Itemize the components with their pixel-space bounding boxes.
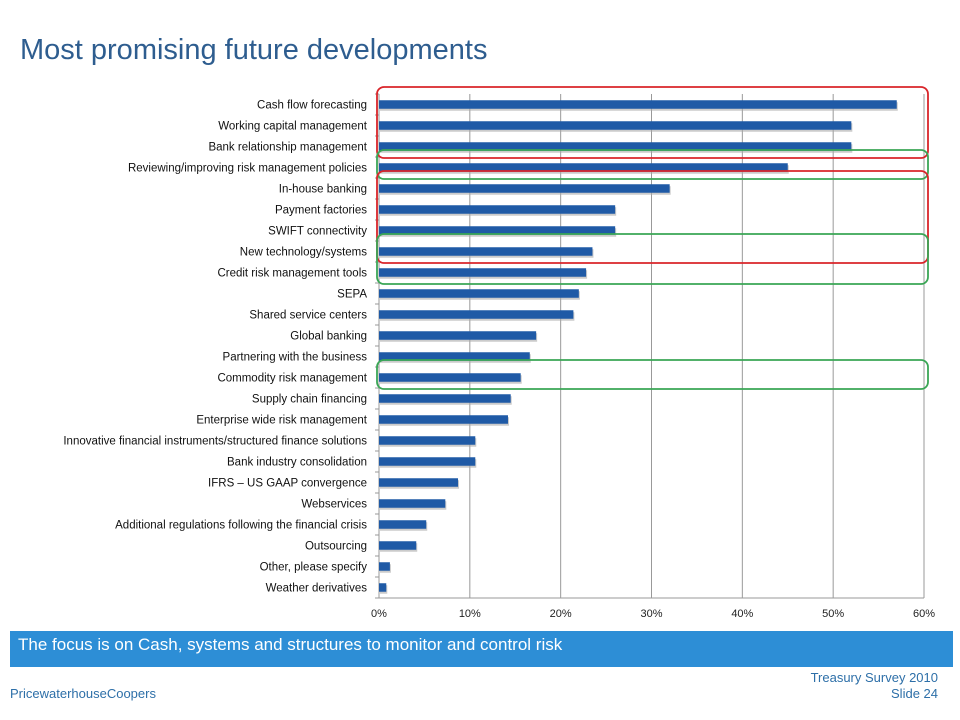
company-name: PricewaterhouseCoopers bbox=[10, 686, 156, 701]
bar bbox=[379, 415, 508, 424]
bar bbox=[379, 121, 852, 130]
x-tick-label: 40% bbox=[731, 608, 753, 620]
slide-number: Slide 24 bbox=[891, 686, 938, 701]
green-highlight-box bbox=[376, 149, 929, 180]
category-label: Bank relationship management bbox=[208, 142, 367, 154]
category-label: Enterprise wide risk management bbox=[196, 415, 367, 427]
conclusion-banner: The focus is on Cash, systems and struct… bbox=[10, 631, 953, 667]
category-label: Reviewing/improving risk management poli… bbox=[128, 163, 367, 175]
category-label: Bank industry consolidation bbox=[227, 457, 367, 469]
bar bbox=[379, 478, 459, 487]
category-label: Outsourcing bbox=[305, 541, 367, 553]
bar bbox=[379, 100, 897, 109]
category-label: Credit risk management tools bbox=[217, 268, 367, 280]
bar bbox=[379, 310, 574, 319]
category-label: New technology/systems bbox=[240, 247, 367, 259]
bar bbox=[379, 520, 427, 529]
bar bbox=[379, 562, 390, 571]
category-label: Working capital management bbox=[218, 121, 368, 133]
bar bbox=[379, 457, 476, 466]
category-label: Shared service centers bbox=[249, 310, 367, 322]
x-tick-label: 60% bbox=[913, 608, 935, 620]
green-highlight-box bbox=[376, 359, 929, 390]
bar bbox=[379, 436, 476, 445]
x-tick-label: 0% bbox=[371, 608, 387, 620]
category-label: Supply chain financing bbox=[252, 394, 367, 406]
x-tick-label: 10% bbox=[459, 608, 481, 620]
bar bbox=[379, 163, 788, 172]
bar bbox=[379, 184, 670, 193]
category-label: Payment factories bbox=[275, 205, 367, 217]
bar bbox=[379, 205, 616, 214]
x-tick-label: 50% bbox=[822, 608, 844, 620]
page-title: Most promising future developments bbox=[20, 34, 488, 66]
category-label: SEPA bbox=[337, 289, 367, 301]
bar bbox=[379, 583, 387, 592]
category-label: IFRS – US GAAP convergence bbox=[208, 478, 367, 490]
bar bbox=[379, 226, 616, 235]
x-tick-label: 30% bbox=[640, 608, 662, 620]
green-highlight-box bbox=[376, 233, 929, 285]
category-label: In-house banking bbox=[279, 184, 367, 196]
category-label: Weather derivatives bbox=[266, 583, 368, 595]
category-label: SWIFT connectivity bbox=[268, 226, 367, 238]
red-highlight-box bbox=[376, 170, 929, 264]
bar bbox=[379, 541, 417, 550]
bar bbox=[379, 268, 587, 277]
x-tick-label: 20% bbox=[550, 608, 572, 620]
bar-chart: 0% 10% 20% 30% 40% 50% 60% Cash flow forecastin… bbox=[63, 86, 935, 620]
bar bbox=[379, 499, 446, 508]
category-label: Commodity risk management bbox=[217, 373, 367, 385]
category-label: Webservices bbox=[301, 499, 367, 511]
bar bbox=[379, 142, 852, 151]
bar bbox=[379, 331, 537, 340]
red-highlight-box bbox=[376, 86, 929, 159]
bar bbox=[379, 247, 593, 256]
bar bbox=[379, 373, 521, 382]
bar bbox=[379, 394, 511, 403]
bar bbox=[379, 289, 579, 298]
category-label: Cash flow forecasting bbox=[257, 100, 367, 112]
footer-info: Treasury Survey 2010 Slide 24 bbox=[811, 670, 938, 702]
category-label: Other, please specify bbox=[260, 562, 368, 574]
category-label: Additional regulations following the fin… bbox=[115, 520, 367, 532]
survey-name: Treasury Survey 2010 bbox=[810, 670, 938, 685]
category-label: Global banking bbox=[290, 331, 367, 343]
category-label: Innovative financial instruments/structu… bbox=[63, 436, 367, 448]
category-label: Partnering with the business bbox=[223, 352, 368, 364]
bar bbox=[379, 352, 530, 361]
